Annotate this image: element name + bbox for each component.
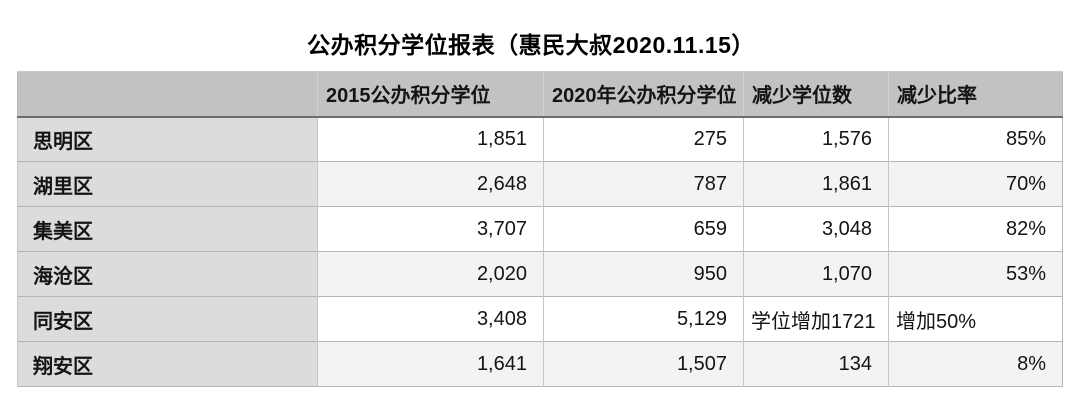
region-cell: 同安区 [17, 296, 318, 342]
col-header-rate: 减少比率 [888, 71, 1063, 118]
value-2015-cell: 1,641 [317, 341, 544, 387]
value-2015-cell: 1,851 [317, 116, 544, 162]
quota-table: 2015公办积分学位 2020年公办积分学位 减少学位数 减少比率 思明区 1,… [17, 71, 1063, 387]
value-2015-cell: 3,408 [317, 296, 544, 342]
region-cell: 集美区 [17, 206, 318, 252]
header-row: 2015公办积分学位 2020年公办积分学位 减少学位数 减少比率 [17, 71, 1063, 118]
value-2020-cell: 787 [543, 161, 744, 207]
table-row-xiangan: 翔安区 1,641 1,507 134 8% [17, 341, 1063, 387]
table-row-huli: 湖里区 2,648 787 1,861 70% [17, 161, 1063, 207]
region-cell: 海沧区 [17, 251, 318, 297]
table-row-tongan: 同安区 3,408 5,129 学位增加1721 增加50% [17, 296, 1063, 342]
reduced-cell: 1,576 [743, 116, 889, 162]
rate-cell: 53% [888, 251, 1063, 297]
col-header-2015: 2015公办积分学位 [317, 71, 544, 118]
rate-cell: 增加50% [888, 296, 1063, 342]
reduced-cell: 学位增加1721 [743, 296, 889, 342]
value-2020-cell: 950 [543, 251, 744, 297]
col-header-2020: 2020年公办积分学位 [543, 71, 744, 118]
col-header-reduced: 减少学位数 [743, 71, 889, 118]
region-cell: 翔安区 [17, 341, 318, 387]
region-cell: 湖里区 [17, 161, 318, 207]
reduced-cell: 1,070 [743, 251, 889, 297]
value-2015-cell: 3,707 [317, 206, 544, 252]
value-2020-cell: 659 [543, 206, 744, 252]
reduced-cell: 3,048 [743, 206, 889, 252]
table-row-siming: 思明区 1,851 275 1,576 85% [17, 116, 1063, 162]
reduced-cell: 1,861 [743, 161, 889, 207]
reduced-cell: 134 [743, 341, 889, 387]
value-2020-cell: 275 [543, 116, 744, 162]
value-2015-cell: 2,648 [317, 161, 544, 207]
corner-cell [17, 71, 318, 118]
table-row-jimei: 集美区 3,707 659 3,048 82% [17, 206, 1063, 252]
table-row-haicang: 海沧区 2,020 950 1,070 53% [17, 251, 1063, 297]
value-2015-cell: 2,020 [317, 251, 544, 297]
rate-cell: 8% [888, 341, 1063, 387]
value-2020-cell: 1,507 [543, 341, 744, 387]
rate-cell: 85% [888, 116, 1063, 162]
region-cell: 思明区 [17, 116, 318, 162]
rate-cell: 70% [888, 161, 1063, 207]
report-title: 公办积分学位报表（惠民大叔2020.11.15） [307, 32, 755, 58]
rate-cell: 82% [888, 206, 1063, 252]
value-2020-cell: 5,129 [543, 296, 744, 342]
